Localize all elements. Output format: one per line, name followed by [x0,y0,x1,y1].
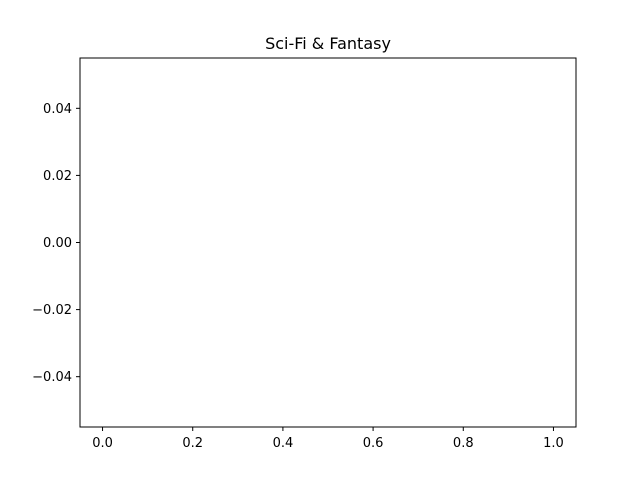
x-axis: 0.0 0.2 0.4 0.6 0.8 1.0 [92,427,564,451]
y-tick-label: −0.02 [32,303,72,318]
plot-area-frame [79,57,577,428]
x-tick-label: 1.0 [543,436,564,451]
chart-title: Sci-Fi & Fantasy [265,34,391,53]
x-tick-label: 0.6 [363,436,384,451]
x-tick-label: 0.2 [182,436,203,451]
x-tick-label: 0.4 [273,436,294,451]
x-tick-label: 0.8 [453,436,474,451]
y-tick-label: 0.00 [43,236,72,251]
y-tick-label: 0.04 [43,102,72,117]
y-axis: −0.04 −0.02 0.00 0.02 0.04 [32,102,80,385]
y-tick-label: −0.04 [32,370,72,385]
y-tick-label: 0.02 [43,169,72,184]
x-tick-label: 0.0 [92,436,113,451]
